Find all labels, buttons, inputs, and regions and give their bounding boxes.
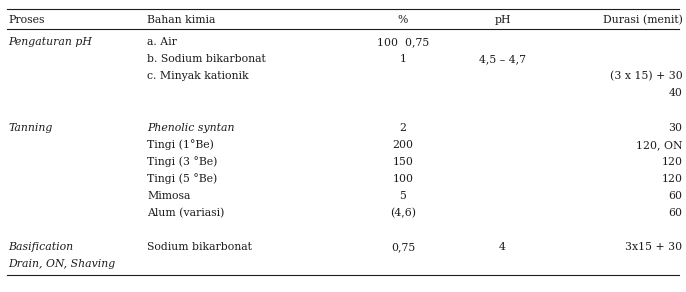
Text: 5: 5 <box>399 191 407 201</box>
Text: Bahan kimia: Bahan kimia <box>147 15 216 25</box>
Text: Basification: Basification <box>8 242 73 252</box>
Text: a. Air: a. Air <box>147 37 178 47</box>
Text: 30: 30 <box>669 123 683 133</box>
Text: Tingi (3 °Be): Tingi (3 °Be) <box>147 157 218 167</box>
Text: 60: 60 <box>669 208 683 218</box>
Text: pH: pH <box>494 15 511 25</box>
Text: (4,6): (4,6) <box>390 208 416 218</box>
Text: b. Sodium bikarbonat: b. Sodium bikarbonat <box>147 54 266 64</box>
Text: 120, ON: 120, ON <box>636 140 683 150</box>
Text: Pengaturan pH: Pengaturan pH <box>8 37 92 47</box>
Text: Tingi (5 °Be): Tingi (5 °Be) <box>147 173 217 184</box>
Text: 60: 60 <box>669 191 683 201</box>
Text: Tingi (1°Be): Tingi (1°Be) <box>147 139 214 150</box>
Text: 120: 120 <box>661 174 683 184</box>
Text: Alum (variasi): Alum (variasi) <box>147 208 225 218</box>
Text: Proses: Proses <box>8 15 45 25</box>
Text: 40: 40 <box>669 88 683 98</box>
Text: (3 x 15) + 30: (3 x 15) + 30 <box>610 71 683 81</box>
Text: 3x15 + 30: 3x15 + 30 <box>626 242 683 252</box>
Text: 200: 200 <box>392 140 414 150</box>
Text: 150: 150 <box>392 157 414 167</box>
Text: 4,5 – 4,7: 4,5 – 4,7 <box>479 54 526 64</box>
Text: 1: 1 <box>399 54 407 64</box>
Text: Drain, ON, Shaving: Drain, ON, Shaving <box>8 260 115 270</box>
Text: Phenolic syntan: Phenolic syntan <box>147 123 235 133</box>
Text: %: % <box>398 15 408 25</box>
Text: c. Minyak kationik: c. Minyak kationik <box>147 71 249 81</box>
Text: 120: 120 <box>661 157 683 167</box>
Text: Mimosa: Mimosa <box>147 191 191 201</box>
Text: 0,75: 0,75 <box>391 242 415 252</box>
Text: Tanning: Tanning <box>8 123 53 133</box>
Text: Durasi (menit): Durasi (menit) <box>603 15 683 26</box>
Text: 2: 2 <box>399 123 407 133</box>
Text: 100  0,75: 100 0,75 <box>377 37 429 47</box>
Text: 4: 4 <box>499 242 506 252</box>
Text: Sodium bikarbonat: Sodium bikarbonat <box>147 242 252 252</box>
Text: 100: 100 <box>392 174 414 184</box>
